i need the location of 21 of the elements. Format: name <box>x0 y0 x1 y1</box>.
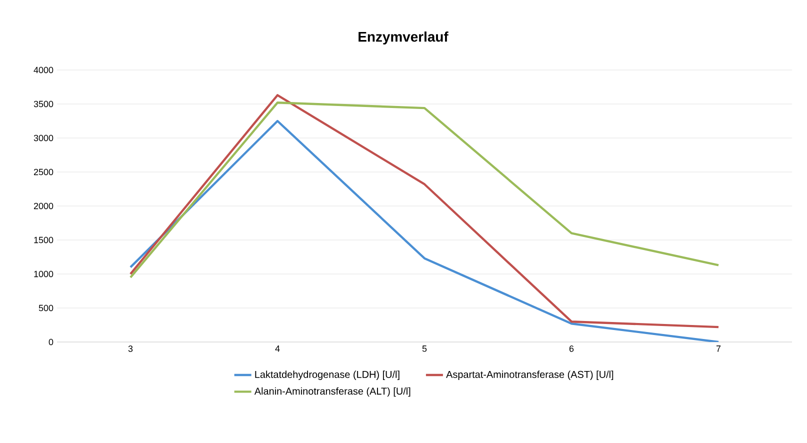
y-tick-label: 2500 <box>34 168 54 176</box>
y-tick-label: 3000 <box>34 134 54 142</box>
y-tick-label: 3500 <box>34 100 54 108</box>
line-series <box>129 94 720 328</box>
line-series <box>129 102 720 278</box>
y-tick-label: 0 <box>48 338 54 346</box>
x-tick-label: 6 <box>569 346 574 352</box>
line-series <box>129 120 720 342</box>
x-tick-label: 4 <box>275 346 280 352</box>
x-tick-label: 3 <box>128 346 133 352</box>
y-tick-label: 1500 <box>34 236 54 244</box>
legend-label: Alanin-Aminotransferase (ALT) [U/l] <box>254 387 410 397</box>
legend-label: Aspartat-Aminotransferase (AST) [U/l] <box>446 370 614 380</box>
legend-label: Laktatdehydrogenase (LDH) [U/l] <box>255 370 400 380</box>
y-tick-label: 500 <box>38 304 54 312</box>
x-tick-label: 5 <box>422 346 427 352</box>
y-tick-label: 1000 <box>34 270 54 278</box>
chart-title: Enzymverlauf <box>358 31 448 44</box>
y-tick-label: 4000 <box>34 66 54 74</box>
y-tick-label: 2000 <box>34 202 54 210</box>
x-tick-label: 7 <box>716 346 721 352</box>
